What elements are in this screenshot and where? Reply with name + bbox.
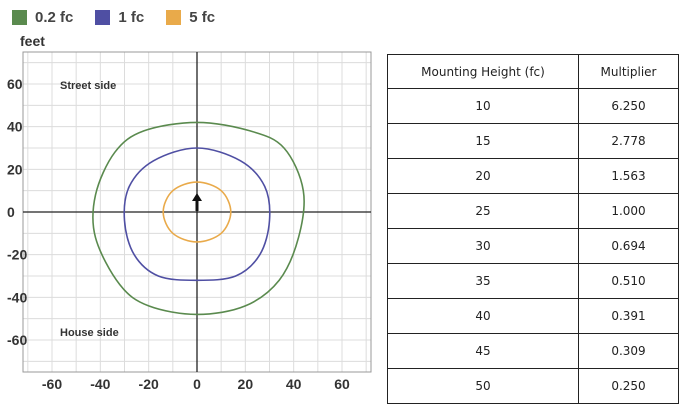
cell-mounting-height: 30: [387, 228, 579, 264]
contour-line-0: [92, 121, 305, 316]
cell-multiplier: 0.391: [578, 298, 679, 334]
legend-swatch-5fc: [166, 9, 182, 25]
legend-label-0-2fc: 0.2 fc: [35, 8, 74, 26]
table-row: 15 2.778: [387, 123, 679, 159]
table-header-row: Mounting Height (fc) Multiplier: [387, 54, 679, 89]
y-tick-label: -60: [7, 332, 27, 348]
legend-item-1fc: 1 fc: [95, 9, 144, 26]
cell-mounting-height: 50: [387, 368, 579, 404]
contour-plot: -60 -40 -20 0 20 40 60 60 40 20 0 -20 -40 -60 feet St…: [7, 33, 372, 392]
cell-multiplier: 1.000: [578, 193, 679, 229]
contour-line-2: [162, 181, 232, 243]
x-tick-label: 20: [238, 376, 254, 392]
table-row: 50 0.250: [387, 368, 679, 404]
cell-multiplier: 0.510: [578, 263, 679, 299]
multiplier-table: Mounting Height (fc) Multiplier 10 6.250 1…: [387, 54, 679, 404]
table-row: 10 6.250: [387, 88, 679, 124]
column-header-multiplier: Multiplier: [578, 54, 679, 89]
table-row: 35 0.510: [387, 263, 679, 299]
cell-multiplier: 0.694: [578, 228, 679, 264]
cell-multiplier: 2.778: [578, 123, 679, 159]
cell-mounting-height: 35: [387, 263, 579, 299]
cell-mounting-height: 10: [387, 88, 579, 124]
fixture-arrow-icon: [192, 193, 202, 211]
table-row: 45 0.309: [387, 333, 679, 369]
y-tick-label: 40: [7, 119, 23, 135]
legend-label-5fc: 5 fc: [189, 8, 216, 26]
street-side-label: Street side: [60, 80, 116, 92]
house-side-label: House side: [60, 327, 119, 339]
cell-multiplier: 0.250: [578, 368, 679, 404]
cell-mounting-height: 40: [387, 298, 579, 334]
x-tick-label: 40: [286, 376, 302, 392]
table-row: 25 1.000: [387, 193, 679, 229]
x-tick-label: -40: [90, 376, 110, 392]
legend-swatch-0-2fc: [12, 9, 27, 25]
legend-label-1fc: 1 fc: [118, 8, 145, 26]
y-tick-label: 0: [7, 204, 15, 220]
cell-mounting-height: 20: [387, 158, 579, 194]
contour-line-1: [123, 147, 271, 282]
y-tick-label: -20: [7, 247, 27, 263]
x-tick-label: -60: [42, 376, 62, 392]
legend-item-5fc: 5 fc: [166, 9, 215, 26]
x-tick-label: -20: [139, 376, 159, 392]
x-tick-label: 60: [334, 376, 350, 392]
contour-lines: [92, 121, 305, 316]
y-tick-label: 20: [7, 161, 23, 177]
table-body: 10 6.250 15 2.778 20 1.563 25 1.000 30 0.694 35 0.5…: [387, 88, 679, 404]
y-tick-label: -40: [7, 289, 27, 305]
y-tick-label: 60: [7, 76, 23, 92]
legend-swatch-1fc: [95, 9, 111, 25]
table-row: 40 0.391: [387, 298, 679, 334]
y-axis-label: feet: [20, 33, 45, 49]
x-tick-label: 0: [193, 376, 201, 392]
cell-mounting-height: 45: [387, 333, 579, 369]
table-row: 30 0.694: [387, 228, 679, 264]
axis-tick-labels: -60 -40 -20 0 20 40 60 60 40 20 0 -20 -40 -60: [7, 76, 350, 392]
column-header-mounting-height: Mounting Height (fc): [387, 54, 579, 89]
table-row: 20 1.563: [387, 158, 679, 194]
legend-item-0-2fc: 0.2 fc: [12, 9, 73, 26]
cell-multiplier: 0.309: [578, 333, 679, 369]
chart-legend: 0.2 fc 1 fc 5 fc: [12, 4, 237, 30]
cell-mounting-height: 25: [387, 193, 579, 229]
cell-multiplier: 1.563: [578, 158, 679, 194]
cell-mounting-height: 15: [387, 123, 579, 159]
cell-multiplier: 6.250: [578, 88, 679, 124]
